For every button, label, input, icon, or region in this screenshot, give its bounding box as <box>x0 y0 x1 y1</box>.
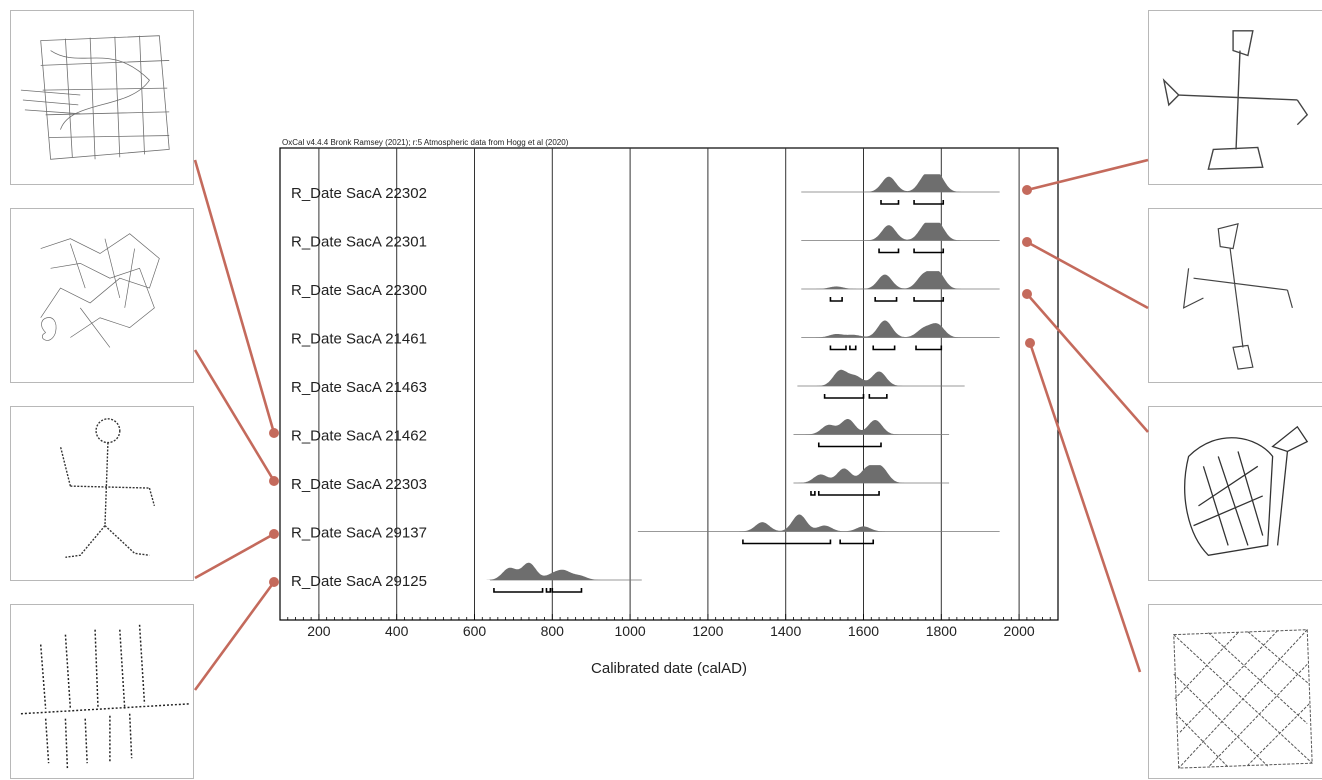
oxcal-header: OxCal v4.4.4 Bronk Ramsey (2021); r:5 At… <box>282 138 569 147</box>
connector-line <box>1026 293 1149 433</box>
hpd-interval-bracket <box>878 248 900 254</box>
probability-distribution <box>486 562 603 580</box>
connector-dot <box>269 529 279 539</box>
connector-line <box>193 349 276 482</box>
hpd-interval-bracket <box>913 297 945 302</box>
stick-figure-engraving-icon <box>59 418 156 558</box>
hpd-interval-bracket <box>817 442 882 448</box>
probability-distribution <box>797 465 905 483</box>
connector-line <box>193 581 276 691</box>
hpd-interval-bracket <box>823 394 865 399</box>
hpd-interval-bracket <box>872 345 896 351</box>
shield-engraving-icon <box>1184 425 1309 556</box>
hpd-interval-bracket <box>880 200 900 205</box>
x-axis-label: Calibrated date (calAD) <box>591 660 747 677</box>
connector-dot <box>269 476 279 486</box>
photo-stick-figure-engraving <box>10 406 194 581</box>
x-tick-label: 200 <box>307 623 331 639</box>
connector-dot <box>269 428 279 438</box>
hpd-interval-bracket <box>829 297 843 302</box>
connector-dot <box>1022 185 1032 195</box>
scribble-engraving-icon <box>40 233 160 348</box>
photo-square-hatch-engraving <box>1148 604 1322 779</box>
comb-engraving-icon <box>20 624 190 769</box>
probability-distribution <box>816 369 903 386</box>
connector-line <box>193 159 276 434</box>
connector-line <box>1026 158 1149 192</box>
hpd-interval-bracket <box>849 345 857 351</box>
series-label: R_Date SacA 21463 <box>291 379 427 396</box>
hpd-interval-bracket <box>810 491 816 496</box>
x-tick-label: 400 <box>385 623 409 639</box>
series-label: R_Date SacA 21462 <box>291 428 427 445</box>
hpd-interval-bracket <box>913 248 945 254</box>
series-label: R_Date SacA 22301 <box>291 234 427 251</box>
hpd-interval-bracket <box>874 297 898 302</box>
x-tick-label: 1400 <box>770 623 801 639</box>
x-tick-label: 600 <box>463 623 487 639</box>
connector-dot <box>1022 289 1032 299</box>
probability-distribution <box>865 174 961 192</box>
x-tick-label: 1000 <box>615 623 646 639</box>
photo-cross-engraving-1 <box>1148 10 1322 185</box>
photo-grid-engraving <box>10 10 194 185</box>
series-label: R_Date SacA 22303 <box>291 476 427 493</box>
x-tick-label: 1800 <box>926 623 957 639</box>
hpd-interval-bracket <box>829 345 847 351</box>
hpd-interval-bracket <box>493 588 544 593</box>
probability-distribution <box>812 271 961 289</box>
square-hatch-engraving-icon <box>1173 629 1313 769</box>
hpd-interval-bracket <box>817 491 880 496</box>
photo-comb-engraving <box>10 604 194 779</box>
probability-distribution <box>865 222 961 241</box>
hpd-interval-bracket <box>839 539 875 545</box>
connector-line <box>1028 342 1142 673</box>
connector-line <box>194 532 275 580</box>
photo-scribble-engraving <box>10 208 194 383</box>
hpd-interval-bracket <box>913 200 945 205</box>
grid-engraving-icon <box>20 35 170 160</box>
connector-dot <box>269 577 279 587</box>
series-label: R_Date SacA 22302 <box>291 185 427 202</box>
hpd-interval-bracket <box>742 539 832 545</box>
photo-cross-engraving-2 <box>1148 208 1322 383</box>
x-tick-label: 1200 <box>692 623 723 639</box>
cross-engraving-icon-2 <box>1182 223 1293 370</box>
series-label: R_Date SacA 22300 <box>291 282 427 299</box>
connector-dot <box>1025 338 1035 348</box>
hpd-interval-bracket <box>915 345 943 351</box>
series-label: R_Date SacA 29137 <box>291 525 427 542</box>
connector-dot <box>1022 237 1032 247</box>
hpd-interval-bracket <box>551 588 583 593</box>
series-label: R_Date SacA 21461 <box>291 331 427 348</box>
hpd-interval-bracket <box>545 588 552 593</box>
photo-shield-engraving <box>1148 406 1322 581</box>
connector-line <box>1026 240 1149 310</box>
series-label: R_Date SacA 29125 <box>291 573 427 590</box>
x-tick-label: 2000 <box>1004 623 1035 639</box>
x-tick-label: 800 <box>541 623 565 639</box>
x-tick-label: 1600 <box>848 623 879 639</box>
cross-engraving-icon-1 <box>1162 30 1309 170</box>
probability-distribution <box>812 320 961 338</box>
probability-distribution <box>739 514 887 532</box>
probability-distribution <box>805 419 899 435</box>
hpd-interval-bracket <box>868 394 888 399</box>
